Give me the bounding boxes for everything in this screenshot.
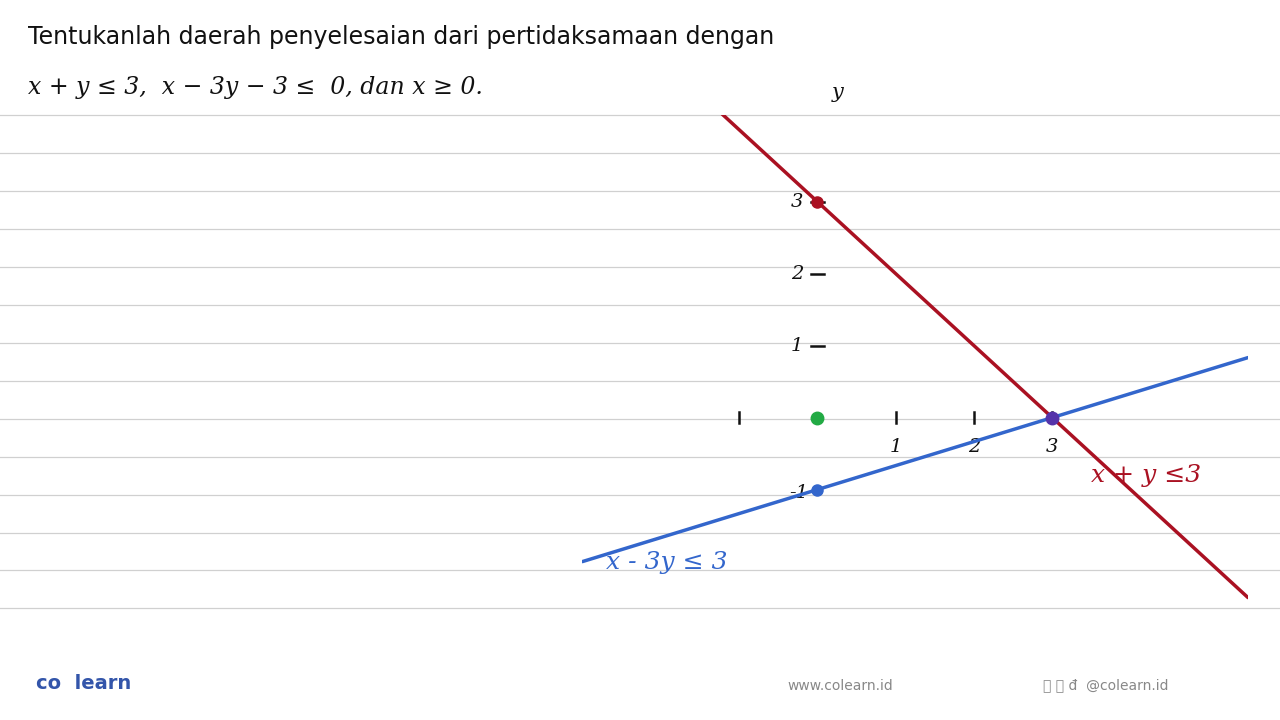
- Text: -1: -1: [788, 484, 808, 503]
- Text: ⓕ ⓞ đ  @colearn.id: ⓕ ⓞ đ @colearn.id: [1043, 679, 1169, 693]
- Text: x + y ≤ 3,  x − 3y − 3 ≤  0, dan x ≥ 0.: x + y ≤ 3, x − 3y − 3 ≤ 0, dan x ≥ 0.: [28, 76, 483, 99]
- Text: 1: 1: [791, 337, 804, 355]
- Text: x + y ≤3: x + y ≤3: [1092, 464, 1202, 487]
- Text: 2: 2: [968, 438, 980, 456]
- Text: x - 3y ≤ 3: x - 3y ≤ 3: [605, 551, 727, 574]
- Text: 3: 3: [1046, 438, 1059, 456]
- Text: y: y: [832, 83, 844, 102]
- Text: www.colearn.id: www.colearn.id: [787, 679, 893, 693]
- Text: 2: 2: [791, 265, 804, 282]
- Text: co  learn: co learn: [36, 674, 131, 693]
- Text: 3: 3: [791, 193, 804, 211]
- Text: Tentukanlah daerah penyelesaian dari pertidaksamaan dengan: Tentukanlah daerah penyelesaian dari per…: [28, 25, 774, 49]
- Text: 1: 1: [890, 438, 902, 456]
